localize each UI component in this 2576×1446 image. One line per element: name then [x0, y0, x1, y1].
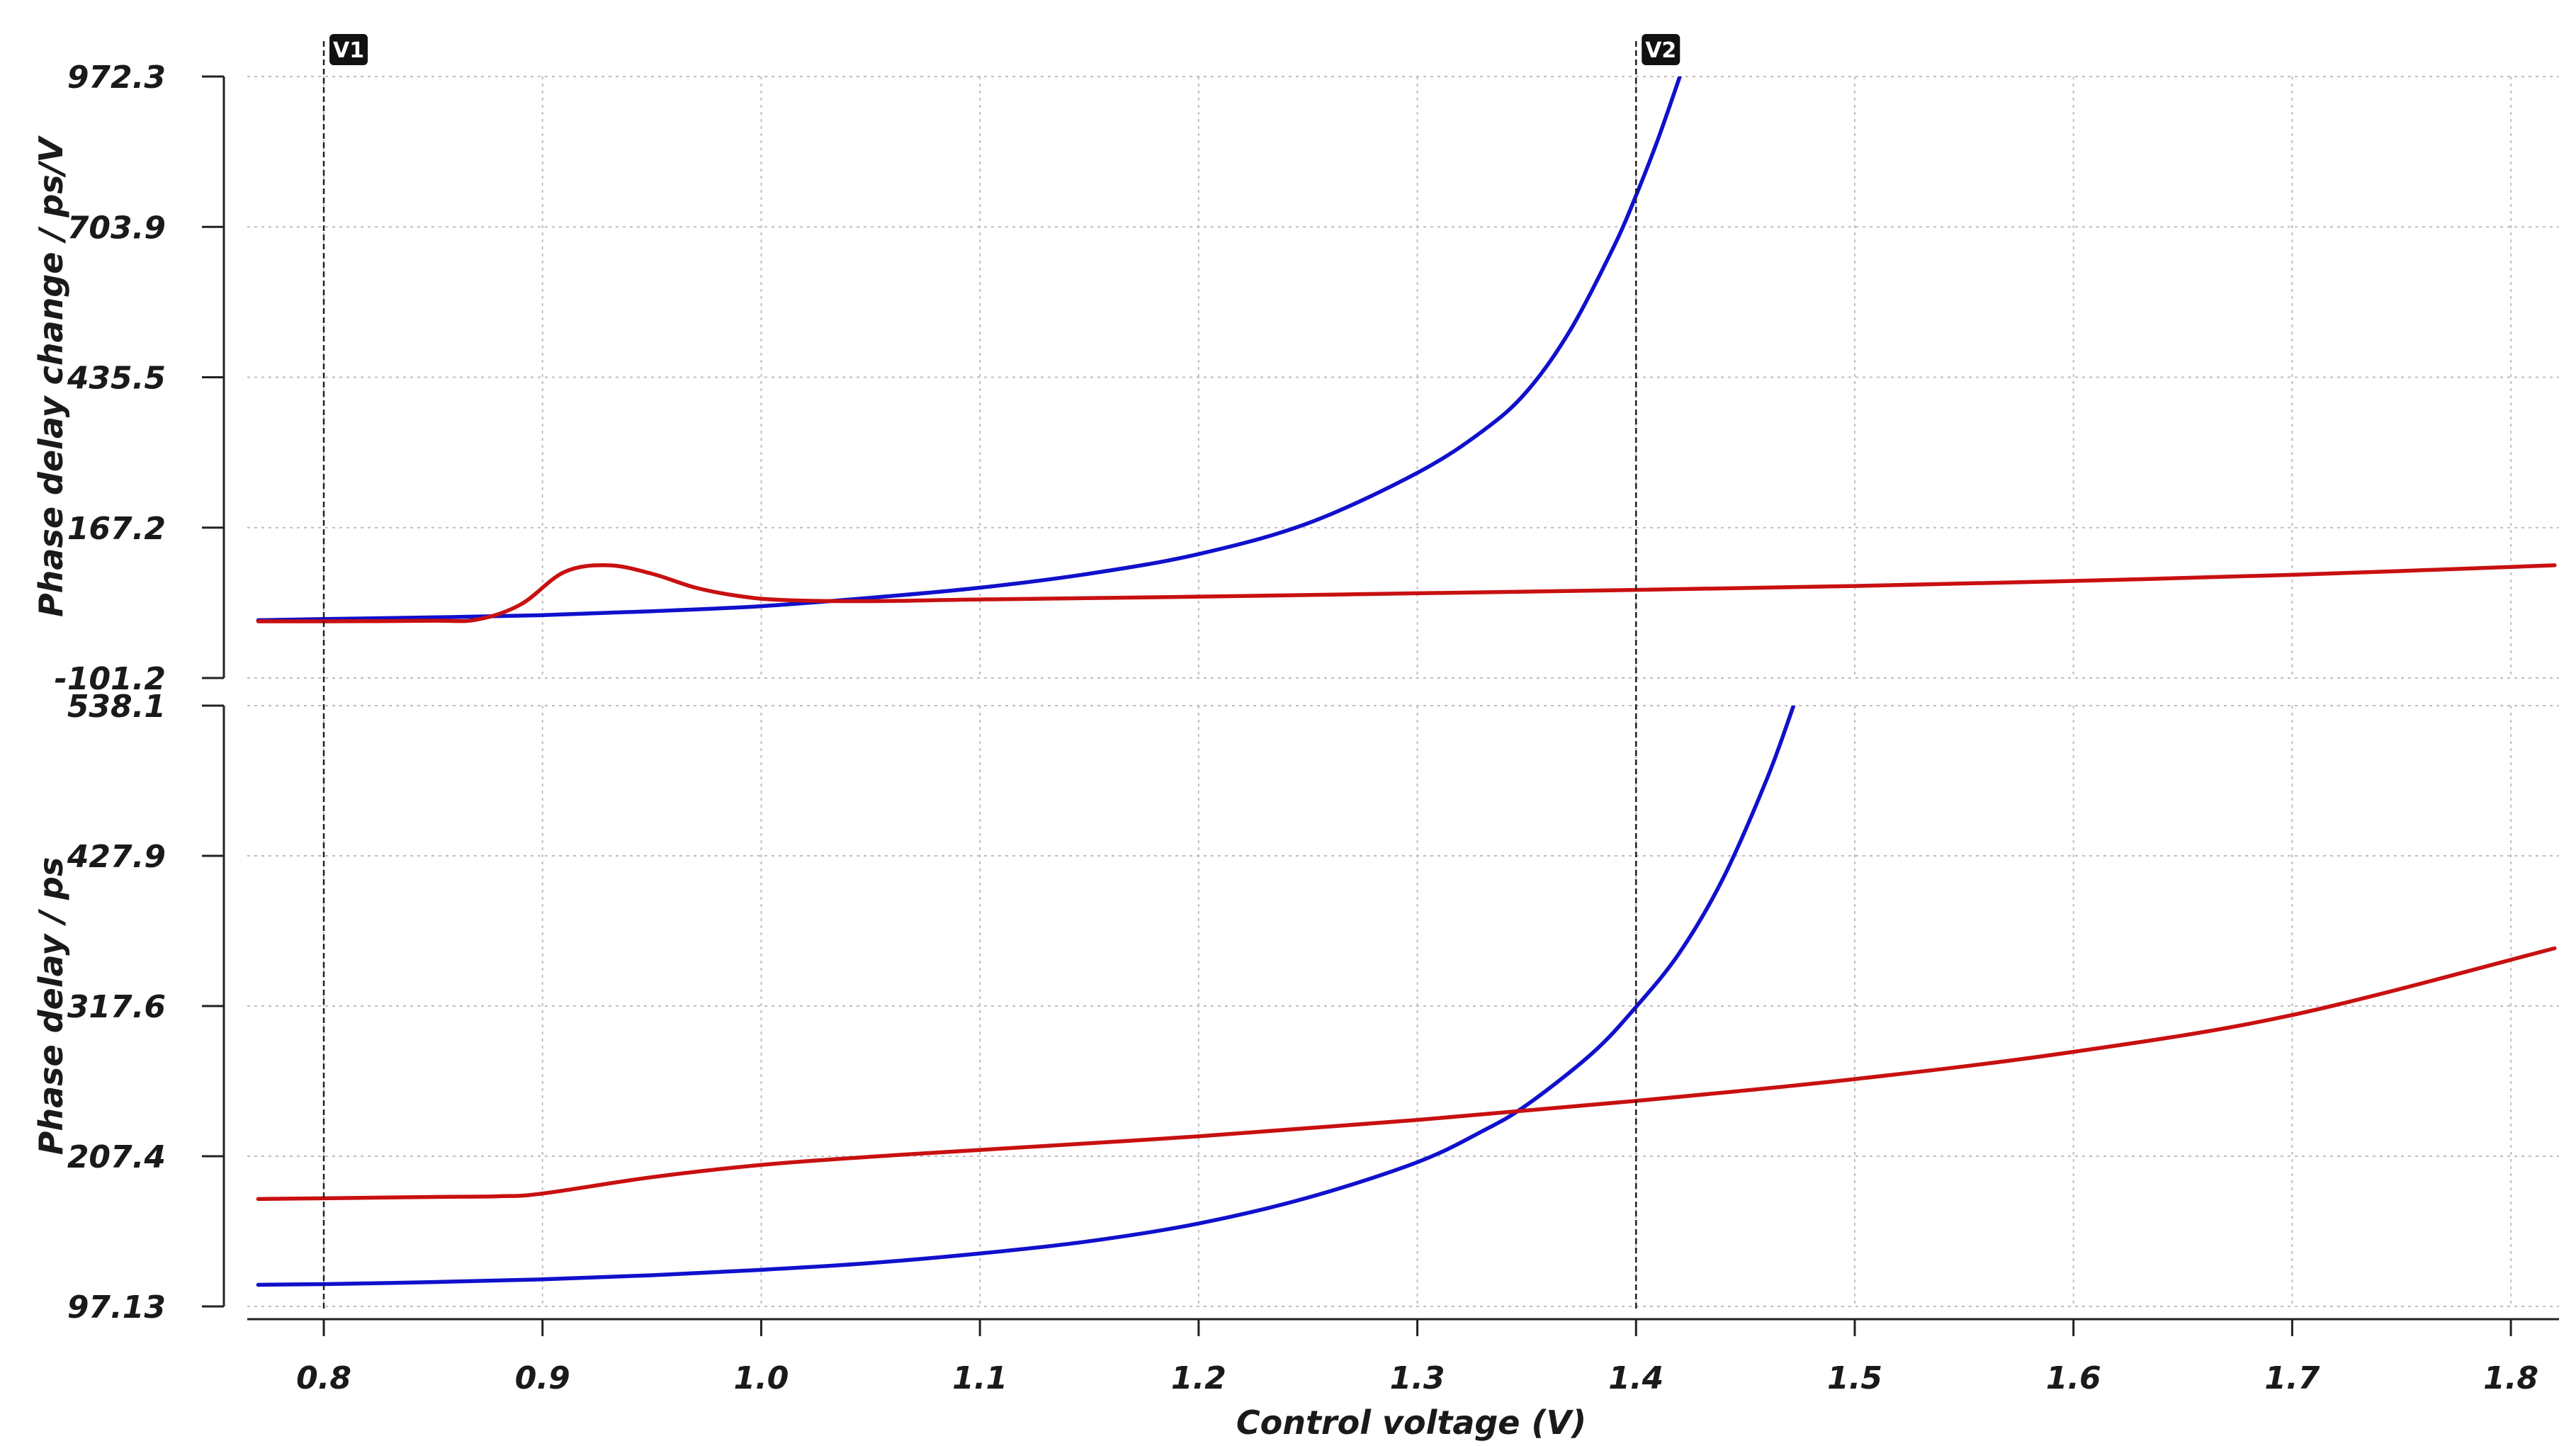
- red-series-line: [256, 563, 2557, 623]
- x-tick-label: 1.0: [733, 1360, 789, 1396]
- marker-label-v1: V1: [333, 38, 364, 63]
- y-tick-label: 317.6: [67, 989, 166, 1025]
- y-tick-label: 972.3: [67, 60, 166, 96]
- x-tick-label: 1.5: [1827, 1360, 1882, 1396]
- x-tick-label: 0.8: [296, 1360, 351, 1396]
- x-tick-label: 1.1: [952, 1360, 1007, 1396]
- x-tick-label: 1.8: [2483, 1360, 2538, 1396]
- red-series-line: [256, 946, 2557, 1202]
- marker-badge-v1: [329, 34, 368, 65]
- y-tick-label: 97.13: [67, 1289, 166, 1326]
- y-tick-label: 207.4: [67, 1139, 166, 1175]
- x-axis-label: Control voltage (V): [1236, 1403, 1586, 1442]
- marker-label-v2: V2: [1645, 38, 1676, 63]
- y-tick-label: 167.2: [67, 511, 166, 547]
- blue-series-line: [256, 77, 1682, 623]
- x-tick-label: 1.3: [1390, 1360, 1445, 1396]
- y-tick-label: 427.9: [67, 839, 166, 875]
- x-tick-label: 1.7: [2264, 1360, 2320, 1396]
- y-tick-label: 435.5: [67, 361, 166, 397]
- panel-2: 538.1 427.9 317.6 207.4 97.13 Phase delay / p…: [32, 689, 2559, 1326]
- y-tick-label: 538.1: [67, 689, 166, 725]
- blue-series-line: [256, 706, 1796, 1287]
- y-tick-label: -101.2: [55, 661, 166, 697]
- panel-1: 972.3 703.9 435.5 167.2 -101.2 Phase delay ch…: [32, 60, 2559, 697]
- y-axis-label: Phase delay change / ps/V: [32, 135, 70, 617]
- marker-badge-v2: [1642, 34, 1680, 65]
- x-tick-label: 1.6: [2046, 1360, 2101, 1396]
- x-tick-label: 1.2: [1171, 1360, 1226, 1396]
- y-tick-label: 703.9: [67, 210, 166, 246]
- x-tick-label: 1.4: [1608, 1360, 1663, 1396]
- y-axis-label: Phase delay / ps: [32, 857, 70, 1156]
- x-tick-label: 0.9: [515, 1360, 570, 1396]
